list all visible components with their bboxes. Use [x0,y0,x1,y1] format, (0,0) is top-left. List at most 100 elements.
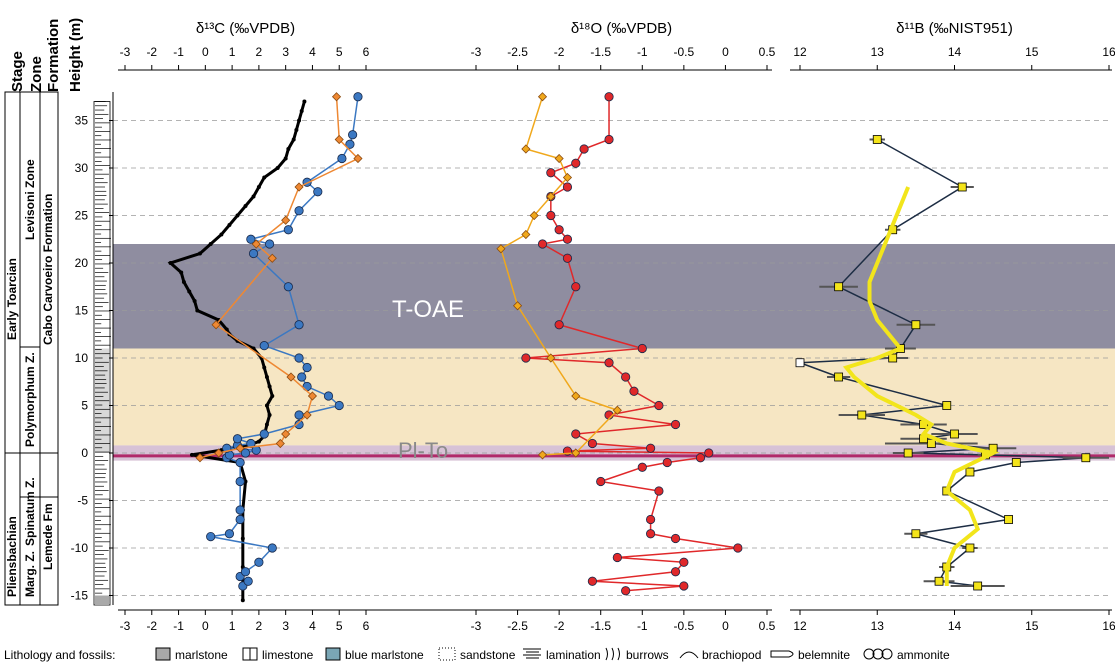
zone-label-levisoni: Levisoni Zone [23,159,37,240]
belemnite-point [259,429,269,439]
belemnite-point [704,448,714,458]
belemnite-point [353,92,363,102]
belemnite-point [546,168,556,178]
boron-point [834,372,844,382]
belemnite-point [235,476,245,487]
smoothed-boron-curve [842,186,1000,586]
bulk-point [251,194,256,199]
litholog-base [95,595,109,605]
brachiopod-point [307,391,318,401]
belemnite-point [248,248,259,259]
x-tick-label: 6 [363,619,370,633]
belemnite-point [348,130,358,140]
belemnite-point [546,210,556,221]
belemnite-point [554,225,564,235]
x-tick-label: 14 [948,45,962,59]
panel-title: δ¹³C (‰VPDB) [196,20,295,37]
legend-blue-marlstone: blue marlstone [345,648,424,662]
bulk-point [243,204,248,208]
bulk-point [267,413,272,417]
x-tick-label: 12 [793,45,807,59]
x-tick-label: -1 [637,619,648,633]
belemnite-point [562,253,573,263]
brachiopod-point [331,92,342,102]
bulk-point [264,403,269,408]
x-tick-label: -1.5 [590,619,611,633]
belemnite-point [562,182,573,192]
y-tick-label: 15 [75,304,89,318]
bulk-point [302,99,307,104]
brachiopod-point [571,391,581,401]
band-t-oae [113,244,1115,349]
x-tick-label: -1.5 [590,45,611,59]
belemnite-point [235,505,245,515]
x-tick-label: 6 [363,45,370,59]
belemnite-point [313,187,323,197]
belemnite-point [224,529,235,539]
belemnite-point [662,457,672,468]
brachiopod-point [302,410,312,420]
belemnite-point [246,234,256,244]
boron-point [965,543,975,553]
bulk-point [179,270,184,275]
x-tick-label: -2.5 [507,619,528,633]
belemnite-point [297,372,307,382]
brachiopod-point [214,448,224,458]
belemnite-point [345,139,355,149]
bulk-point [264,375,269,379]
belemnite-point [571,282,581,292]
belemnite-point [323,391,334,401]
brachiopod-point [251,239,261,249]
x-tick-label: -2 [554,619,565,633]
legend-limestone: limestone [262,648,314,662]
belemnite-point [670,533,681,544]
strat-columns [4,91,59,606]
boron-point [1004,515,1013,524]
formation-label-cabo-carvoeiro: Cabo Carvoeiro Formation [41,194,55,345]
x-tick-label: 2 [256,619,263,633]
belemnite-point [637,343,647,354]
bulk-point [256,185,261,189]
belemnite-point [235,514,245,525]
x-tick-label: 0 [202,45,209,59]
x-tick-label: 0.5 [759,619,776,633]
bulk-point [197,251,202,256]
belemnite-point [206,531,216,542]
panel-title: δ¹¹B (‰NIST951) [896,20,1013,37]
belemnite-point [596,476,606,487]
y-tick-label: 35 [75,114,89,128]
x-tick-label: -3 [471,45,482,59]
x-tick-label: 14 [948,619,962,633]
belemnite-point [283,225,293,235]
brachiopod-point [334,134,344,145]
legend-burrows: burrows [626,648,669,662]
boron-point [950,429,959,439]
legend: Lithology and fossils: marlstone limesto… [4,647,950,662]
bulk-point [235,213,240,218]
panel-1: δ¹⁸O (‰VPDB) -3 -2.5 -2 -1.5 -1 -0.5 0 0.5 -3 -2.5… [470,20,776,633]
legend-lamination: lamination [546,648,601,662]
boron-point [872,135,882,144]
brachiopod-point [281,429,291,439]
panel-title: δ¹⁸O (‰VPDB) [571,20,672,37]
x-tick-label: 1 [229,45,236,59]
belemnite-point [240,567,251,577]
belemnite-point [670,567,681,577]
boron-point [934,576,944,586]
zone-label-marg: Marg. Z. [23,551,37,597]
x-tick-label: 13 [871,45,885,59]
header-formation: Formation [45,19,62,92]
belemnite-point [264,239,275,249]
pl-to-label: Pl-To [398,438,448,463]
x-tick-label: -1 [173,45,184,59]
belemnite-point [571,158,581,168]
x-tick-label: 4 [309,619,316,633]
belemnite-point [243,576,253,586]
belemnite-point [670,419,681,430]
series-line [199,96,360,459]
gridlines [113,120,1110,596]
belemnite-point [554,320,564,330]
brachiopod-point [612,405,622,415]
legend-belemnite: belemnite [798,648,850,662]
x-tick-label: 0.5 [759,45,776,59]
